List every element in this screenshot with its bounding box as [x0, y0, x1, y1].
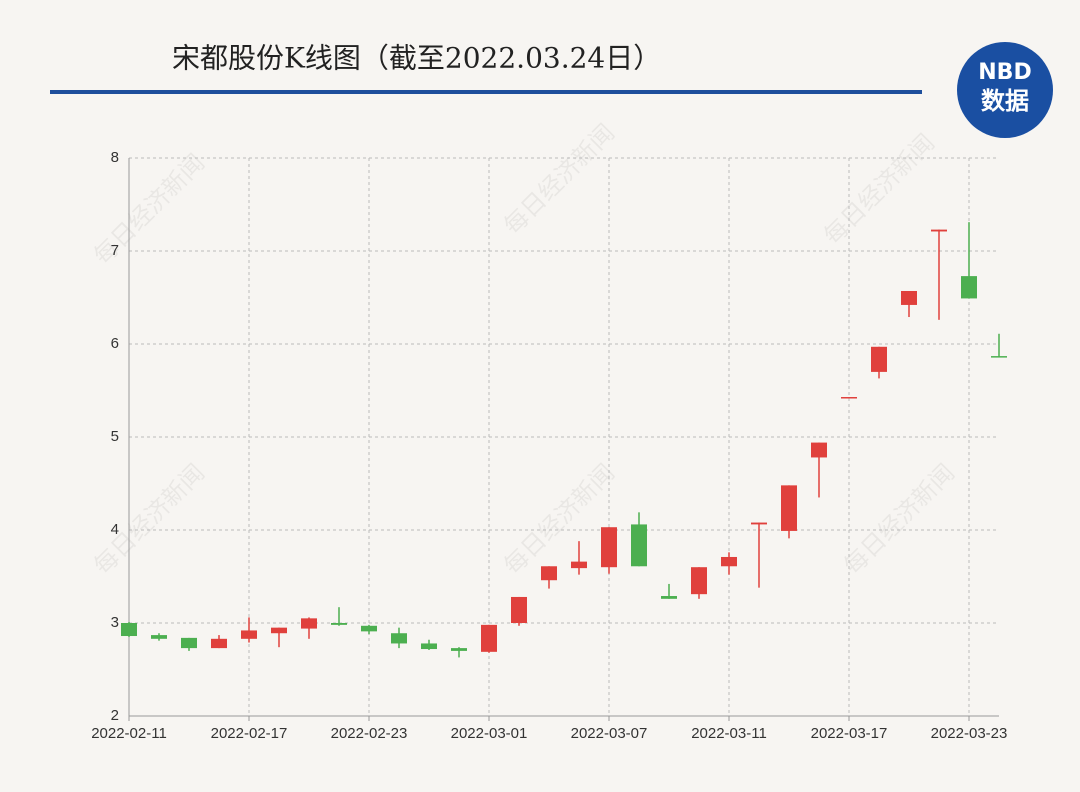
candle-body — [691, 567, 707, 595]
x-tick-label: 2022-03-01 — [451, 725, 528, 742]
candle-body — [511, 596, 527, 623]
candle-body — [121, 623, 137, 637]
candle-body — [811, 442, 827, 458]
candle-body — [721, 556, 737, 567]
y-tick-label: 6 — [111, 335, 119, 352]
candle-body — [391, 633, 407, 644]
x-tick-label: 2022-03-11 — [691, 725, 767, 742]
candle-body — [841, 397, 857, 399]
candle-body — [781, 485, 797, 531]
candle-body — [901, 290, 917, 305]
watermark: 每日经济新闻 — [88, 148, 210, 270]
logo-bottom: 数据 — [981, 87, 1029, 115]
candle-body — [871, 346, 887, 372]
y-tick-label: 5 — [111, 428, 119, 445]
candle-body — [331, 623, 347, 625]
candle-body — [151, 635, 167, 639]
x-tick-label: 2022-02-11 — [91, 725, 167, 742]
y-tick-label: 3 — [111, 614, 119, 631]
candle-body — [661, 596, 677, 599]
candle-body — [271, 627, 287, 634]
candle-body — [991, 356, 1007, 358]
candle-body — [751, 522, 767, 525]
candle-body — [301, 618, 317, 629]
candle-body — [961, 276, 977, 299]
chart-title: 宋都股份K线图（截至2022.03.24日） — [172, 42, 661, 75]
logo-top: NBD — [978, 60, 1031, 85]
candle-body — [601, 527, 617, 568]
candle-body — [241, 630, 257, 639]
title-rule — [50, 90, 922, 94]
logo — [957, 42, 1053, 138]
x-tick-label: 2022-02-23 — [331, 725, 408, 742]
candle-body — [931, 229, 947, 232]
x-tick-label: 2022-02-17 — [211, 725, 288, 742]
candle-body — [361, 625, 377, 632]
candle-body — [631, 524, 647, 567]
x-tick-label: 2022-03-07 — [571, 725, 648, 742]
y-tick-label: 7 — [111, 242, 119, 259]
watermark: 每日经济新闻 — [498, 118, 620, 240]
y-tick-label: 8 — [111, 149, 119, 166]
y-tick-label: 2 — [111, 707, 119, 724]
candle-body — [451, 648, 467, 651]
x-tick-label: 2022-03-23 — [931, 725, 1008, 742]
candle-body — [181, 637, 197, 649]
x-tick-label: 2022-03-17 — [811, 725, 888, 742]
watermark: 每日经济新闻 — [838, 458, 960, 580]
candle-body — [541, 566, 557, 581]
candle-body — [571, 561, 587, 569]
watermark: 每日经济新闻 — [818, 128, 940, 250]
candle-body — [211, 638, 227, 649]
y-tick-label: 4 — [111, 521, 119, 538]
watermark: 每日经济新闻 — [88, 458, 210, 580]
candle-body — [481, 624, 497, 652]
candle-body — [421, 643, 437, 650]
